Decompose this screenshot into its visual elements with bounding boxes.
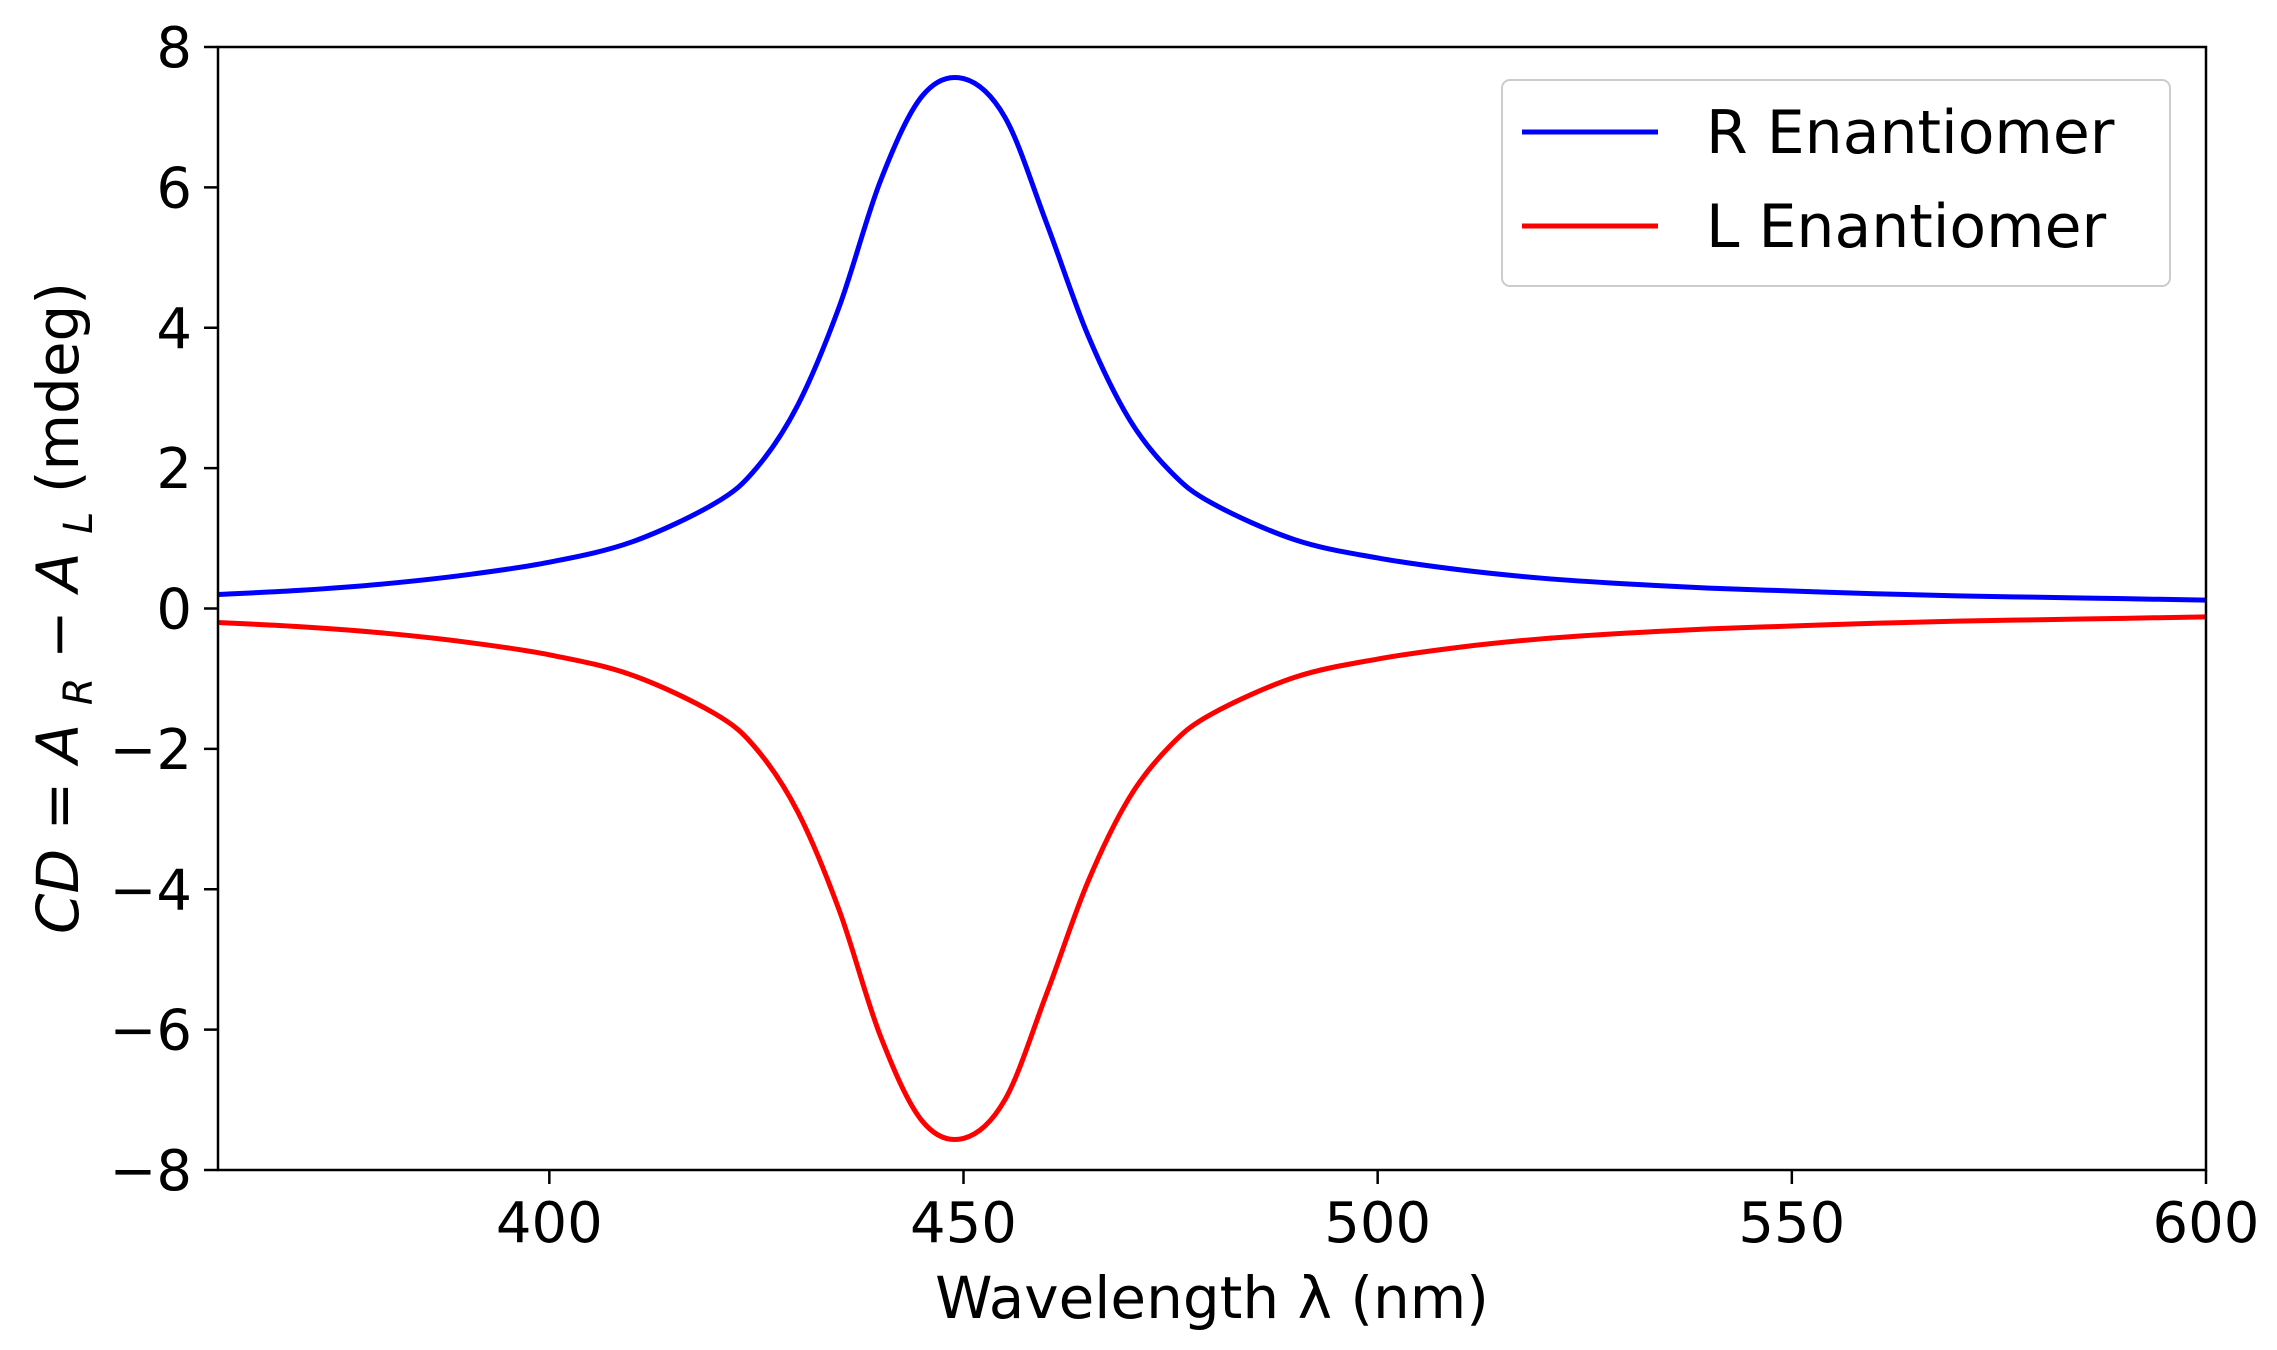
legend-box: [1501, 79, 2171, 287]
y-tick-label: 8: [156, 16, 192, 81]
legend: R Enantiomer L Enantiomer: [1501, 79, 2171, 287]
y-title-a-r: A: [24, 724, 92, 768]
y-title-unit: (mdeg): [24, 282, 92, 493]
x-tick-label: 450: [910, 1191, 1017, 1256]
y-title-sub-r: R: [56, 677, 102, 705]
y-tick-label: −4: [109, 858, 192, 923]
legend-label-l-enantiomer: L Enantiomer: [1706, 192, 2106, 262]
y-tick-label: 4: [156, 297, 192, 362]
y-title-sub-l: L: [56, 512, 102, 534]
y-tick-label: −6: [109, 999, 192, 1064]
series-line-l-enantiomer: [218, 614, 2206, 1143]
y-tick-label: 2: [156, 437, 192, 502]
x-tick-label: 550: [1738, 1191, 1845, 1256]
y-title-a-l: A: [24, 552, 92, 596]
y-tick-label: 6: [156, 156, 192, 221]
series-line-r-enantiomer: [218, 74, 2206, 603]
plot-area: [218, 74, 2206, 1143]
legend-label-r-enantiomer: R Enantiomer: [1706, 98, 2115, 168]
y-tick-label: −8: [109, 1139, 192, 1204]
y-axis-title: CD = A R − A L (mdeg): [24, 282, 106, 934]
y-title-cd: CD: [24, 849, 92, 934]
y-tick-label: −2: [109, 718, 192, 783]
y-tick-label: 0: [156, 578, 192, 643]
x-axis-title: Wavelength λ (nm): [935, 1264, 1489, 1332]
x-tick-label: 500: [1324, 1191, 1431, 1256]
x-tick-label: 400: [496, 1191, 603, 1256]
y-title-minus: −: [24, 592, 92, 659]
x-tick-label: 600: [2153, 1191, 2260, 1256]
y-title-equals: =: [24, 763, 92, 830]
axes: 400 450 500 550 600 −8 −6 −4 −2 0 2 4 6 8: [109, 16, 2259, 1256]
